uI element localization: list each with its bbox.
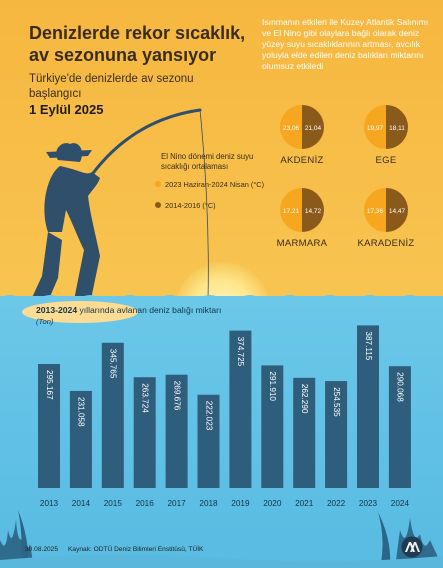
- legend-title: El Nino dönemi deniz suyu sıcaklığı orta…: [161, 152, 254, 171]
- bar-value-label: 345.765: [109, 349, 118, 379]
- bar-2014: [69, 390, 92, 488]
- legend-dot-dark: [155, 202, 161, 208]
- region-marmara: 17,21 14,72 MARMARA: [262, 186, 342, 249]
- x-tick-label: 2014: [72, 499, 91, 508]
- pie-karadeniz: 17,36 14,47: [364, 188, 408, 232]
- pie-value-dark: 21,04: [305, 125, 322, 132]
- season-date: 1 Eylül 2025: [29, 102, 104, 117]
- bar-2016: [133, 377, 156, 488]
- intro-text: Isınmanın etkileri ile Kuzey Atlantik Sa…: [262, 17, 429, 72]
- x-tick-label: 2024: [391, 499, 410, 508]
- bar-value-label: 295.167: [45, 370, 54, 400]
- legend-label-2023: 2023 Haziran-2024 Nisan (°C): [165, 180, 265, 189]
- chart-title-years: 2013-2024: [36, 305, 78, 315]
- bar-value-label: 374.725: [236, 337, 245, 367]
- bar-2013: [38, 364, 60, 488]
- bar-value-label: 262.290: [300, 384, 309, 414]
- pie-value-light: 23,06: [283, 125, 300, 132]
- chart-title: 2013-2024 yıllarında avlanan deniz balığ…: [36, 305, 221, 315]
- x-tick-label: 2022: [327, 499, 346, 508]
- region-karadeniz: 17,36 14,47 KARADENİZ: [346, 186, 426, 249]
- bar-value-label: 254.535: [332, 387, 341, 417]
- x-tick-label: 2015: [104, 499, 123, 508]
- bar-2018: [197, 394, 220, 488]
- x-tick-label: 2021: [295, 499, 314, 508]
- bar-value-label: 290.068: [396, 372, 405, 402]
- pie-akdeniz: 23,06 21,04: [280, 105, 324, 149]
- region-ege: 19,97 18,11 EGE: [346, 103, 426, 166]
- region-name: EGE: [375, 155, 397, 166]
- subtitle: Türkiye'de denizlerde av sezonu başlangı…: [29, 73, 194, 100]
- pie-marmara: 17,21 14,72: [280, 188, 324, 232]
- pie-value-dark: 18,11: [389, 125, 405, 132]
- x-tick-label: 2013: [40, 499, 59, 508]
- pie-value-dark: 14,72: [305, 208, 322, 215]
- bar-value-label: 269.676: [172, 381, 181, 411]
- bar-2019: [229, 330, 252, 488]
- x-tick-label: 2020: [263, 499, 282, 508]
- chart-unit: (Ton): [36, 317, 54, 326]
- pie-value-light: 17,21: [283, 208, 300, 215]
- title-line-1: Denizlerde rekor sıcaklık,: [29, 23, 246, 43]
- x-tick-label: 2016: [136, 499, 155, 508]
- bar-2021: [293, 377, 316, 488]
- chart-title-rest: yıllarında avlanan deniz balığı miktarı: [77, 305, 222, 315]
- region-name: KARADENİZ: [357, 238, 415, 249]
- bar-2017: [165, 374, 188, 488]
- bar-value-label: 263.724: [141, 383, 150, 413]
- bar-2015: [101, 342, 124, 488]
- legend: El Nino dönemi deniz suyu sıcaklığı orta…: [151, 152, 269, 210]
- region-name: AKDENİZ: [280, 155, 324, 166]
- legend-label-2014: 2014-2016 (°C): [165, 201, 216, 210]
- footer-date: 30.08.2025: [25, 546, 59, 553]
- legend-item-2014: 2014-2016 (°C): [151, 201, 269, 210]
- bar-value-label: 387.115: [364, 331, 373, 360]
- x-tick-label: 2019: [231, 499, 250, 508]
- pie-value-light: 19,97: [367, 125, 384, 132]
- rock-platform: [22, 301, 138, 323]
- bar-2020: [261, 365, 284, 488]
- bar-2023: [357, 325, 379, 488]
- bar-2024: [388, 366, 411, 488]
- page-title: Denizlerde rekor sıcaklık, av sezonuna y…: [29, 22, 259, 66]
- pie-value-dark: 14,47: [389, 208, 406, 215]
- title-line-2: av sezonuna yansıyor: [29, 45, 217, 65]
- legend-dot-light: [155, 181, 161, 187]
- bar-value-label: 222.023: [204, 401, 213, 431]
- bar-value-label: 291.910: [268, 371, 277, 401]
- x-tick-label: 2023: [359, 499, 378, 508]
- pie-value-light: 17,36: [367, 208, 384, 215]
- aa-logo-icon: [401, 536, 423, 558]
- grass-decoration: [0, 510, 443, 568]
- footer-source: Kaynak: ODTÜ Deniz Bilimleri Enstitüsü, …: [68, 546, 204, 553]
- x-tick-label: 2017: [167, 499, 186, 508]
- legend-item-2023: 2023 Haziran-2024 Nisan (°C): [151, 180, 269, 189]
- region-akdeniz: 23,06 21,04 AKDENİZ: [262, 103, 342, 166]
- bar-2022: [325, 381, 348, 488]
- bar-value-label: 231.058: [77, 397, 86, 427]
- region-name: MARMARA: [276, 238, 328, 249]
- pie-ege: 19,97 18,11: [364, 105, 408, 149]
- x-tick-label: 2018: [199, 499, 218, 508]
